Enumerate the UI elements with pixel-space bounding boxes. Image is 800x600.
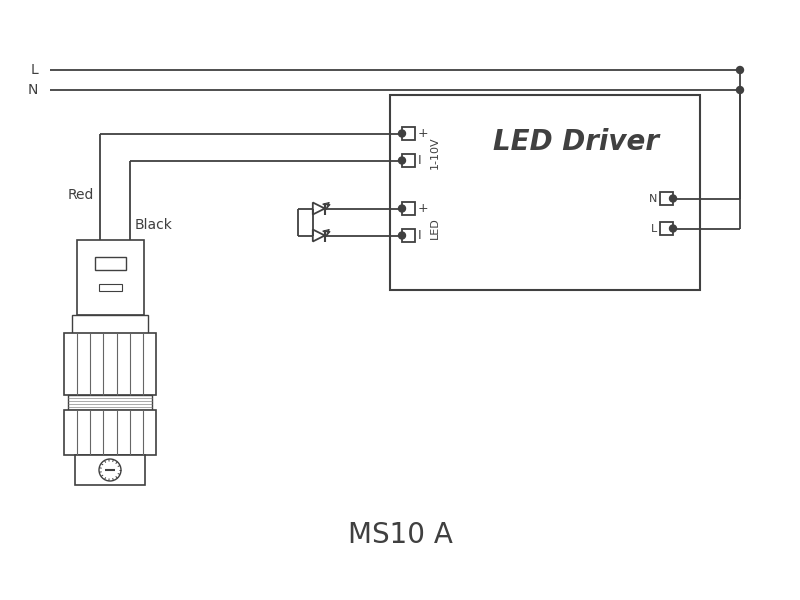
Bar	[64, 410, 156, 455]
Bar	[68, 395, 152, 410]
Bar	[77, 240, 144, 315]
Text: LED Driver: LED Driver	[493, 128, 659, 156]
Bar	[402, 229, 415, 242]
Bar	[95, 257, 126, 270]
Circle shape	[737, 67, 743, 73]
Text: +: +	[418, 202, 429, 215]
Circle shape	[670, 225, 677, 232]
Text: N: N	[649, 193, 657, 203]
Bar	[402, 202, 415, 215]
Text: 1-10V: 1-10V	[430, 137, 440, 169]
Text: +: +	[418, 127, 429, 140]
Text: MS10 A: MS10 A	[347, 521, 453, 549]
Bar	[660, 192, 673, 205]
Bar	[98, 283, 122, 291]
Text: L: L	[30, 63, 38, 77]
Text: LED: LED	[430, 217, 440, 239]
Circle shape	[398, 205, 406, 212]
Text: N: N	[28, 83, 38, 97]
Circle shape	[670, 195, 677, 202]
Bar	[75, 455, 145, 485]
Bar	[72, 315, 148, 335]
Bar	[390, 95, 700, 290]
Circle shape	[398, 232, 406, 239]
Bar	[660, 222, 673, 235]
Circle shape	[737, 86, 743, 94]
Text: I: I	[418, 229, 422, 242]
Bar	[402, 127, 415, 140]
Text: I: I	[418, 154, 422, 167]
Bar	[64, 333, 156, 395]
Bar	[402, 154, 415, 167]
Text: Black: Black	[135, 218, 173, 232]
Text: Red: Red	[68, 188, 94, 202]
Circle shape	[398, 130, 406, 137]
Circle shape	[398, 157, 406, 164]
Text: L: L	[650, 223, 657, 233]
